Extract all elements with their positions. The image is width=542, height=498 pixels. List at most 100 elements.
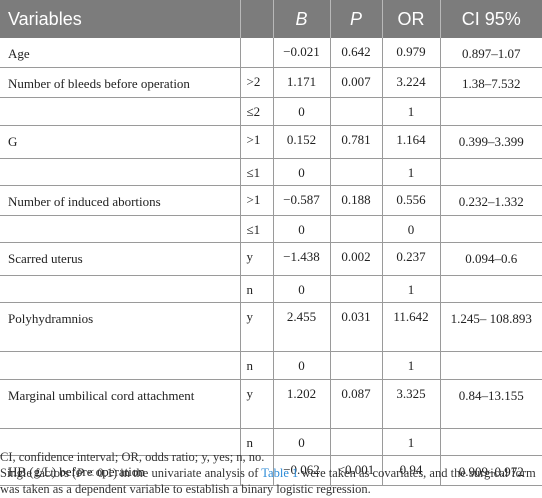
table-row: ≤1 0 1 (0, 158, 542, 186)
cell-variable (0, 215, 241, 243)
regression-table-container: Variables B P OR CI 95% Age −0.021 0.642 0.… (0, 0, 542, 486)
cell-ci (440, 351, 542, 380)
table-row: HB (g/L) before operation −0.062 <0.001 0.9… (0, 455, 542, 486)
cell-variable: Number of induced abortions (0, 185, 241, 216)
cell-ci: 1.245– 108.893 (440, 302, 542, 352)
cell-variable (0, 97, 241, 126)
cell-category: y (240, 379, 274, 429)
cell-ci: 0.909–0.972 (440, 455, 542, 486)
cell-p: 0.781 (330, 125, 383, 159)
cell-p: 0.642 (330, 38, 383, 68)
cell-category: n (240, 275, 274, 303)
cell-p (330, 215, 383, 243)
cell-or: 1.164 (382, 125, 441, 159)
cell-b: −0.062 (273, 455, 331, 486)
table-row: G >1 0.152 0.781 1.164 0.399–3.399 (0, 125, 542, 159)
cell-p: 0.002 (330, 242, 383, 276)
cell-category: ≤2 (240, 97, 274, 126)
cell-variable: HB (g/L) before operation (0, 455, 241, 486)
cell-ci: 0.84–13.155 (440, 379, 542, 429)
cell-b: 1.202 (273, 379, 331, 429)
cell-variable: Number of bleeds before operation (0, 67, 241, 98)
regression-table: Variables B P OR CI 95% Age −0.021 0.642 0.… (0, 0, 542, 486)
cell-ci: 0.232–1.332 (440, 185, 542, 216)
cell-p (330, 158, 383, 186)
cell-category: n (240, 351, 274, 380)
cell-b: 0 (273, 275, 331, 303)
cell-or: 1 (382, 275, 441, 303)
cell-b: −1.438 (273, 242, 331, 276)
table-1-link[interactable]: Table 1 (261, 466, 299, 480)
table-row: Number of bleeds before operation >2 1.171… (0, 67, 542, 98)
cell-category: >1 (240, 185, 274, 216)
cell-b: 1.171 (273, 67, 331, 98)
cell-category (240, 38, 274, 68)
cell-b: 0 (273, 97, 331, 126)
table-row: Marginal umbilical cord attachment y 1.202… (0, 379, 542, 429)
cell-variable (0, 351, 241, 380)
table-row: Age −0.021 0.642 0.979 0.897–1.07 (0, 38, 542, 68)
cell-variable: Age (0, 38, 241, 68)
cell-or: 3.224 (382, 67, 441, 98)
cell-variable: Scarred uterus (0, 242, 241, 276)
cell-ci: 1.38–7.532 (440, 67, 542, 98)
cell-or: 11.642 (382, 302, 441, 352)
cell-p (330, 275, 383, 303)
cell-b: 0.152 (273, 125, 331, 159)
cell-or: 0.556 (382, 185, 441, 216)
cell-b: −0.021 (273, 38, 331, 68)
cell-or: 1 (382, 351, 441, 380)
cell-category: n (240, 428, 274, 456)
table-row: Polyhydramnios y 2.455 0.031 11.642 1.245– 10… (0, 302, 542, 352)
cell-category: >1 (240, 125, 274, 159)
cell-category: ≤1 (240, 215, 274, 243)
cell-category: ≤1 (240, 158, 274, 186)
cell-variable: Marginal umbilical cord attachment (0, 379, 241, 429)
cell-b: −0.587 (273, 185, 331, 216)
cell-p: 0.188 (330, 185, 383, 216)
cell-p: 0.007 (330, 67, 383, 98)
footnote-abbreviations: CI, confidence interval; OR, odds ratio;… (0, 450, 265, 464)
cell-ci (440, 97, 542, 126)
cell-variable: G (0, 125, 241, 159)
cell-p (330, 97, 383, 126)
cell-or: 0 (382, 215, 441, 243)
header-category (240, 0, 274, 38)
cell-variable: Polyhydramnios (0, 302, 241, 352)
cell-or: 3.325 (382, 379, 441, 429)
footnote-method: Single factors (P < 0.1) in the univaria… (0, 465, 542, 497)
cell-category: >2 (240, 67, 274, 98)
header-b: B (273, 0, 331, 38)
cell-ci (440, 158, 542, 186)
header-row: Variables B P OR CI 95% (0, 0, 542, 38)
cell-variable (0, 158, 241, 186)
table-row: Scarred uterus y −1.438 0.002 0.237 0.094–0.6 (0, 242, 542, 276)
cell-ci (440, 275, 542, 303)
table-row: ≤2 0 1 (0, 97, 542, 126)
cell-b: 0 (273, 158, 331, 186)
header-variables: Variables (0, 0, 241, 38)
cell-b: 0 (273, 351, 331, 380)
cell-p: 0.031 (330, 302, 383, 352)
cell-category: y (240, 302, 274, 352)
footnote-p-symbol: P (76, 466, 85, 480)
table-body: Age −0.021 0.642 0.979 0.897–1.07 Number of b… (0, 38, 542, 486)
cell-b: 2.455 (273, 302, 331, 352)
cell-b: 0 (273, 428, 331, 456)
cell-ci (440, 215, 542, 243)
header-p: P (330, 0, 383, 38)
cell-ci: 0.897–1.07 (440, 38, 542, 68)
header-or: OR (382, 0, 441, 38)
footnote-text-3: were taken as covariates, and the surgic… (0, 466, 536, 496)
table-row: ≤1 0 0 (0, 215, 542, 243)
cell-or: 1 (382, 158, 441, 186)
cell-or: 1 (382, 428, 441, 456)
table-header: Variables B P OR CI 95% (0, 0, 542, 38)
cell-p: <0.001 (330, 455, 383, 486)
table-footnotes: CI, confidence interval; OR, odds ratio;… (0, 449, 542, 497)
cell-b: 0 (273, 215, 331, 243)
cell-ci: 0.094–0.6 (440, 242, 542, 276)
